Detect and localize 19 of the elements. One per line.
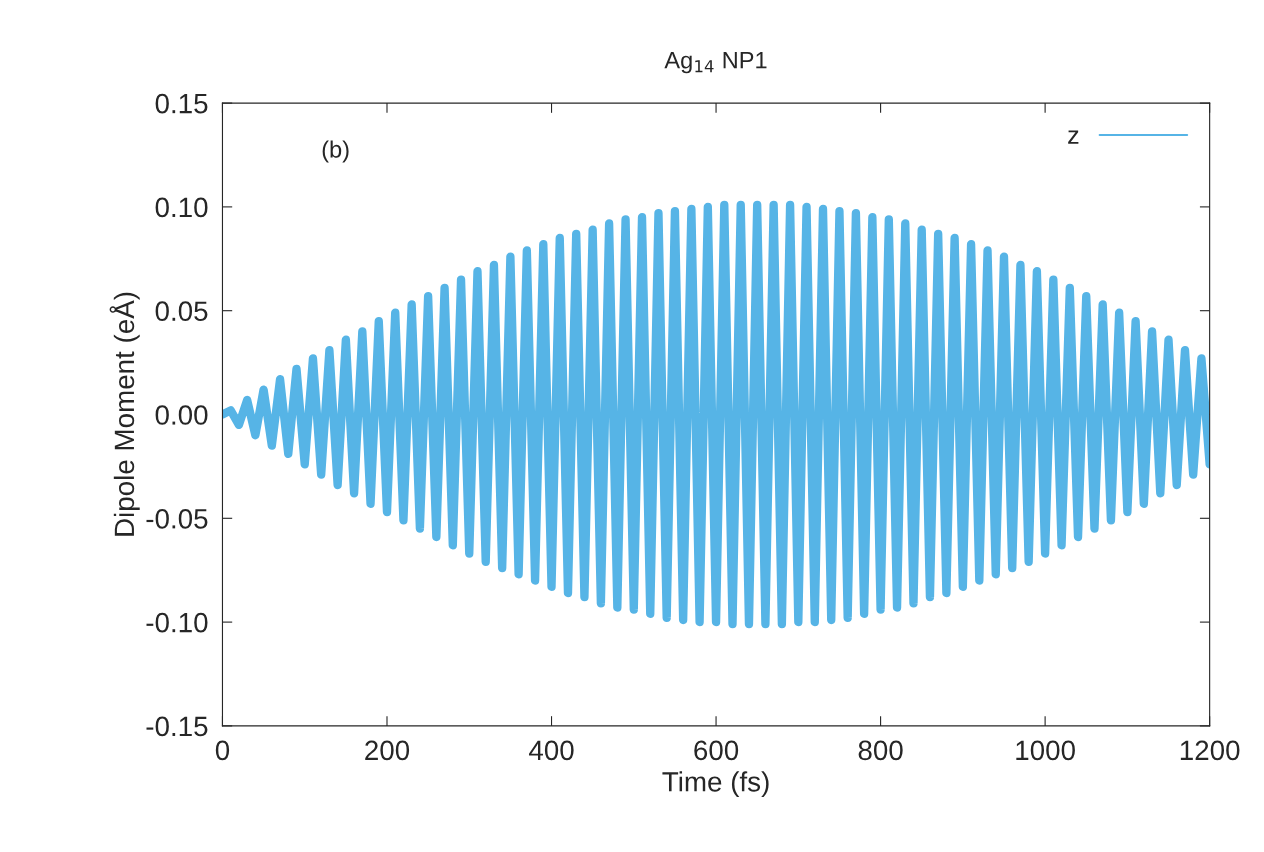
x-axis-title: Time (fs) [662, 771, 769, 798]
x-tick-label: 200 [365, 740, 410, 761]
y-tick-label: 0.00 [155, 405, 208, 425]
x-tick-label: 400 [528, 740, 574, 761]
x-tick-label: 1000 [1016, 740, 1075, 761]
chart-title: Ag$_{14}$ NP1 [664, 52, 767, 74]
x-tick-label: 0 [215, 740, 230, 761]
legend-label: z [1068, 130, 1079, 144]
y-tick-label: -0.05 [146, 508, 208, 529]
annotation: (b) [322, 140, 349, 163]
y-tick-label: 0.15 [155, 93, 208, 114]
y-axis-title: Dipole Moment (eÅ) [109, 292, 140, 536]
y-tick-label: 0.05 [155, 301, 208, 322]
x-tick-label: 1200 [1180, 740, 1240, 761]
x-tick-label: 600 [694, 740, 739, 761]
y-tick-label: 0.10 [155, 197, 208, 218]
x-tick-label: 800 [858, 740, 903, 761]
y-tick-label: -0.15 [146, 716, 208, 737]
y-tick-label: -0.10 [146, 612, 208, 633]
